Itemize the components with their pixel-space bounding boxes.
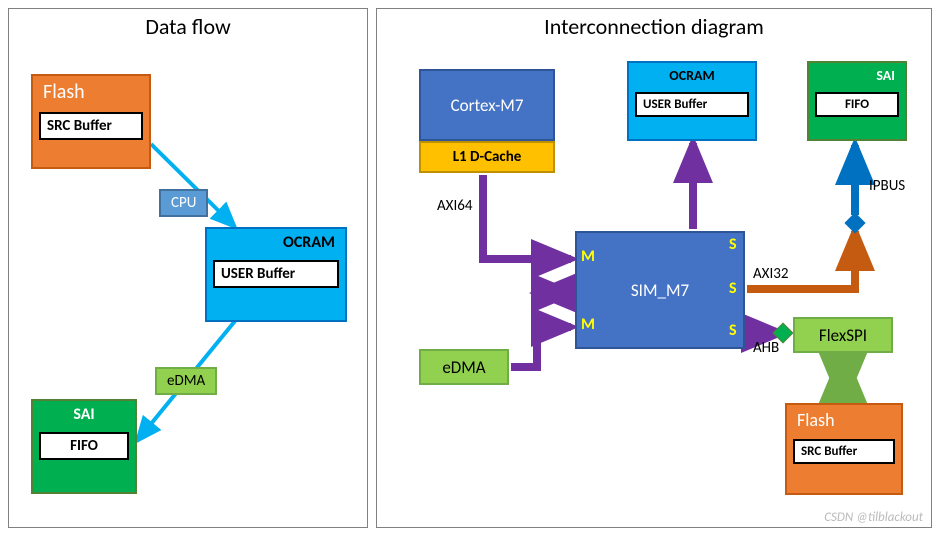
ocram2-node: OCRAM USER Buffer — [627, 61, 757, 141]
ocram-inner: USER Buffer — [213, 260, 339, 288]
sim-node: SIM_M7 — [575, 231, 745, 349]
port-m1: M — [581, 247, 595, 266]
sim-label: SIM_M7 — [577, 280, 743, 301]
sai-inner: FIFO — [39, 432, 129, 460]
cortex-node: Cortex-M7 — [419, 69, 555, 141]
data-flow-title: Data flow — [9, 9, 367, 40]
cache-label: L1 D-Cache — [421, 148, 553, 166]
cache-node: L1 D-Cache — [419, 141, 555, 173]
flexspi-node: FlexSPI — [793, 317, 893, 353]
interconnection-title: Interconnection diagram — [377, 9, 931, 40]
flash2-inner: SRC Buffer — [793, 439, 895, 464]
ahb-label: AHB — [753, 339, 779, 357]
edma2-label: eDMA — [421, 357, 507, 378]
axi64-label: AXI64 — [437, 197, 472, 215]
flash-node: Flash SRC Buffer — [31, 74, 151, 169]
flash-label: Flash — [33, 76, 149, 108]
sai2-label: SAI — [809, 63, 905, 88]
edma2-node: eDMA — [419, 349, 509, 385]
interconnection-panel: Interconnection diagram — [376, 8, 932, 528]
flexspi-label: FlexSPI — [795, 325, 891, 346]
port-s1: S — [729, 235, 737, 254]
ocram-label: OCRAM — [207, 229, 345, 256]
watermark: CSDN @tilblackout — [824, 510, 923, 525]
edma-box: eDMA — [155, 367, 217, 395]
sai2-node: SAI FIFO — [807, 61, 907, 141]
flash-inner: SRC Buffer — [39, 112, 143, 140]
ocram-node: OCRAM USER Buffer — [205, 227, 347, 322]
port-s2: S — [729, 279, 737, 298]
ipbus-label: IPBUS — [869, 177, 905, 195]
data-flow-panel: Data flow Flash SRC Buffer OCRAM USER Bu… — [8, 8, 368, 528]
sai2-inner: FIFO — [815, 92, 899, 117]
flash2-label: Flash — [787, 405, 901, 435]
axi32-label: AXI32 — [753, 265, 788, 283]
port-m2: M — [581, 315, 595, 334]
cpu-box: CPU — [159, 189, 208, 217]
sai-node: SAI FIFO — [31, 399, 137, 494]
sai-label: SAI — [33, 401, 135, 428]
ocram2-inner: USER Buffer — [635, 92, 749, 117]
cortex-label: Cortex-M7 — [421, 91, 553, 120]
port-s3: S — [729, 321, 737, 340]
flash2-node: Flash SRC Buffer — [785, 403, 903, 495]
ocram2-label: OCRAM — [629, 63, 755, 88]
